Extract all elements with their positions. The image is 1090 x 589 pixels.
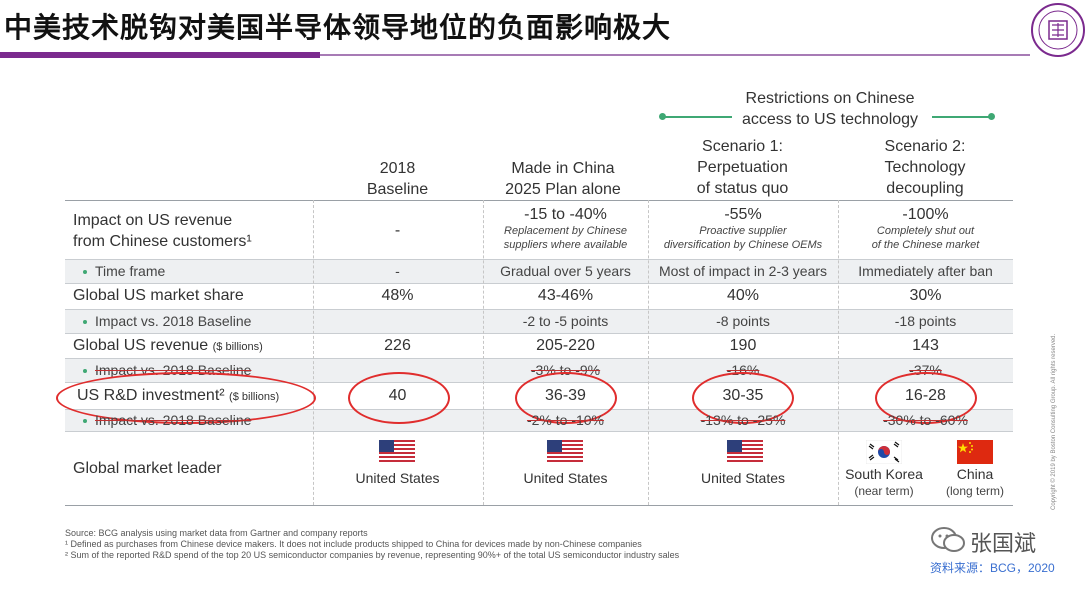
col-separator (648, 200, 649, 505)
row-sep (65, 333, 1013, 334)
bullet-icon (83, 419, 87, 424)
university-seal-logo (1031, 3, 1085, 57)
watermark-author: 张国斌 (970, 531, 1037, 556)
highlight-ellipse-rd-baseline (348, 372, 450, 424)
leader-baseline: United States (355, 470, 440, 486)
table-bottom-rule (65, 505, 1013, 506)
col-header-s2: Scenario 2: Technology decoupling (884, 138, 966, 197)
china-flag-icon (957, 440, 993, 464)
row-label-rd-impact: Impact vs. 2018 Baseline (83, 412, 251, 428)
highlight-ellipse-rd-s1 (692, 372, 794, 424)
col-header-mic: Made in China 2025 Plan alone (505, 160, 621, 198)
cell-share-s2: 30% (909, 287, 942, 304)
highlight-ellipse-rd-s2 (875, 372, 977, 424)
leader-s1: United States (700, 470, 786, 486)
copyright-text: Copyright © 2019 by Boston Consulting Gr… (1051, 333, 1057, 510)
revenue-unit: ($ billions) (212, 341, 263, 353)
col-header-baseline: 2018 Baseline (366, 160, 429, 198)
cell-impact-baseline: - (394, 222, 401, 239)
row-label-revenue: Global US revenue ($ billions) (73, 337, 263, 354)
cell-impact-s1: -55% Proactive supplier diversification … (663, 206, 823, 251)
cell-time-baseline: - (395, 263, 400, 279)
bullet-icon (83, 369, 87, 374)
restrictions-line-1: Restrictions on Chinese (745, 90, 915, 107)
col-header-s1: Scenario 1: Perpetuation of status quo (696, 138, 789, 197)
bullet-icon (83, 320, 87, 325)
col-separator (483, 200, 484, 505)
leader-mic: United States (523, 470, 608, 486)
source-notes: Source: BCG analysis using market data f… (65, 528, 679, 561)
row-label-share-impact: Impact vs. 2018 Baseline (83, 313, 251, 329)
row-sep (65, 283, 1013, 284)
row-sep (65, 358, 1013, 359)
row-sep (65, 309, 1013, 310)
citation-source: 资料来源：BCG，2020 (930, 561, 1055, 575)
row-bg-time-frame (65, 259, 1013, 283)
highlight-ellipse-rd-label (56, 372, 316, 424)
row-label-impact-revenue: Impact on US revenue from Chinese custom… (73, 212, 252, 250)
us-flag-icon (727, 440, 763, 464)
col-separator (838, 200, 839, 505)
cell-share-s1: 40% (726, 287, 760, 304)
table-top-rule (65, 200, 1013, 201)
leader-s2b: China (long term) (945, 466, 1004, 498)
row-label-time-frame: Time frame (83, 263, 165, 279)
bracket-dot-right (988, 113, 995, 120)
us-flag-icon (547, 440, 583, 464)
page-title: 中美技术脱钩对美国半导体领导地位的负面影响极大 (4, 11, 672, 44)
cell-rd-impact-mic: -2% to -10% (526, 412, 605, 428)
leader-s2a: South Korea (near term) (845, 466, 923, 498)
bracket-line-right (932, 116, 992, 118)
row-label-market-share: Global US market share (73, 287, 244, 304)
source-line: Source: BCG analysis using market data f… (65, 528, 368, 538)
bracket-line-left (662, 116, 732, 118)
row-sep (65, 431, 1013, 432)
cell-time-s1: Most of impact in 2-3 years (658, 263, 828, 279)
south-korea-flag-icon (866, 440, 902, 464)
cell-share-impact-s1: -8 points (716, 313, 770, 329)
wechat-icon (931, 527, 965, 552)
restrictions-header: Restrictions on Chinese access to US tec… (700, 88, 960, 130)
cell-revenue-s2: 143 (912, 337, 939, 354)
cell-revenue-s1: 190 (729, 337, 757, 354)
title-underline-line (320, 54, 1030, 56)
cell-revenue-mic: 205-220 (536, 337, 595, 354)
col-separator (313, 200, 314, 505)
row-sep (65, 259, 1013, 260)
bullet-icon (83, 270, 87, 275)
row-label-leader: Global market leader (73, 460, 222, 477)
cell-revenue-baseline: 226 (384, 337, 411, 354)
cell-share-mic: 43-46% (537, 287, 594, 304)
footnote-2: ² Sum of the reported R&D spend of the t… (65, 550, 680, 560)
cell-impact-mic: -15 to -40% Replacement by Chinese suppl… (503, 206, 628, 251)
cell-time-s2: Immediately after ban (858, 263, 993, 279)
cell-share-impact-s2: -18 points (894, 313, 957, 329)
cell-time-mic: Gradual over 5 years (500, 263, 631, 279)
cell-rd-impact-s1: -13% to -25% (700, 412, 786, 428)
restrictions-line-2: access to US technology (741, 111, 919, 128)
row-bg-share-impact (65, 309, 1013, 333)
footnote-1: ¹ Defined as purchases from Chinese devi… (65, 539, 642, 549)
cell-rd-impact-s2: -30% to -60% (883, 412, 968, 428)
highlight-ellipse-rd-mic (515, 372, 617, 424)
cell-impact-s2: -100% Completely shut out of the Chinese… (871, 206, 980, 251)
title-underline-bar (0, 52, 320, 58)
cell-share-baseline: 48% (381, 287, 414, 304)
cell-share-impact-mic: -2 to -5 points (522, 313, 609, 329)
us-flag-icon (379, 440, 415, 464)
